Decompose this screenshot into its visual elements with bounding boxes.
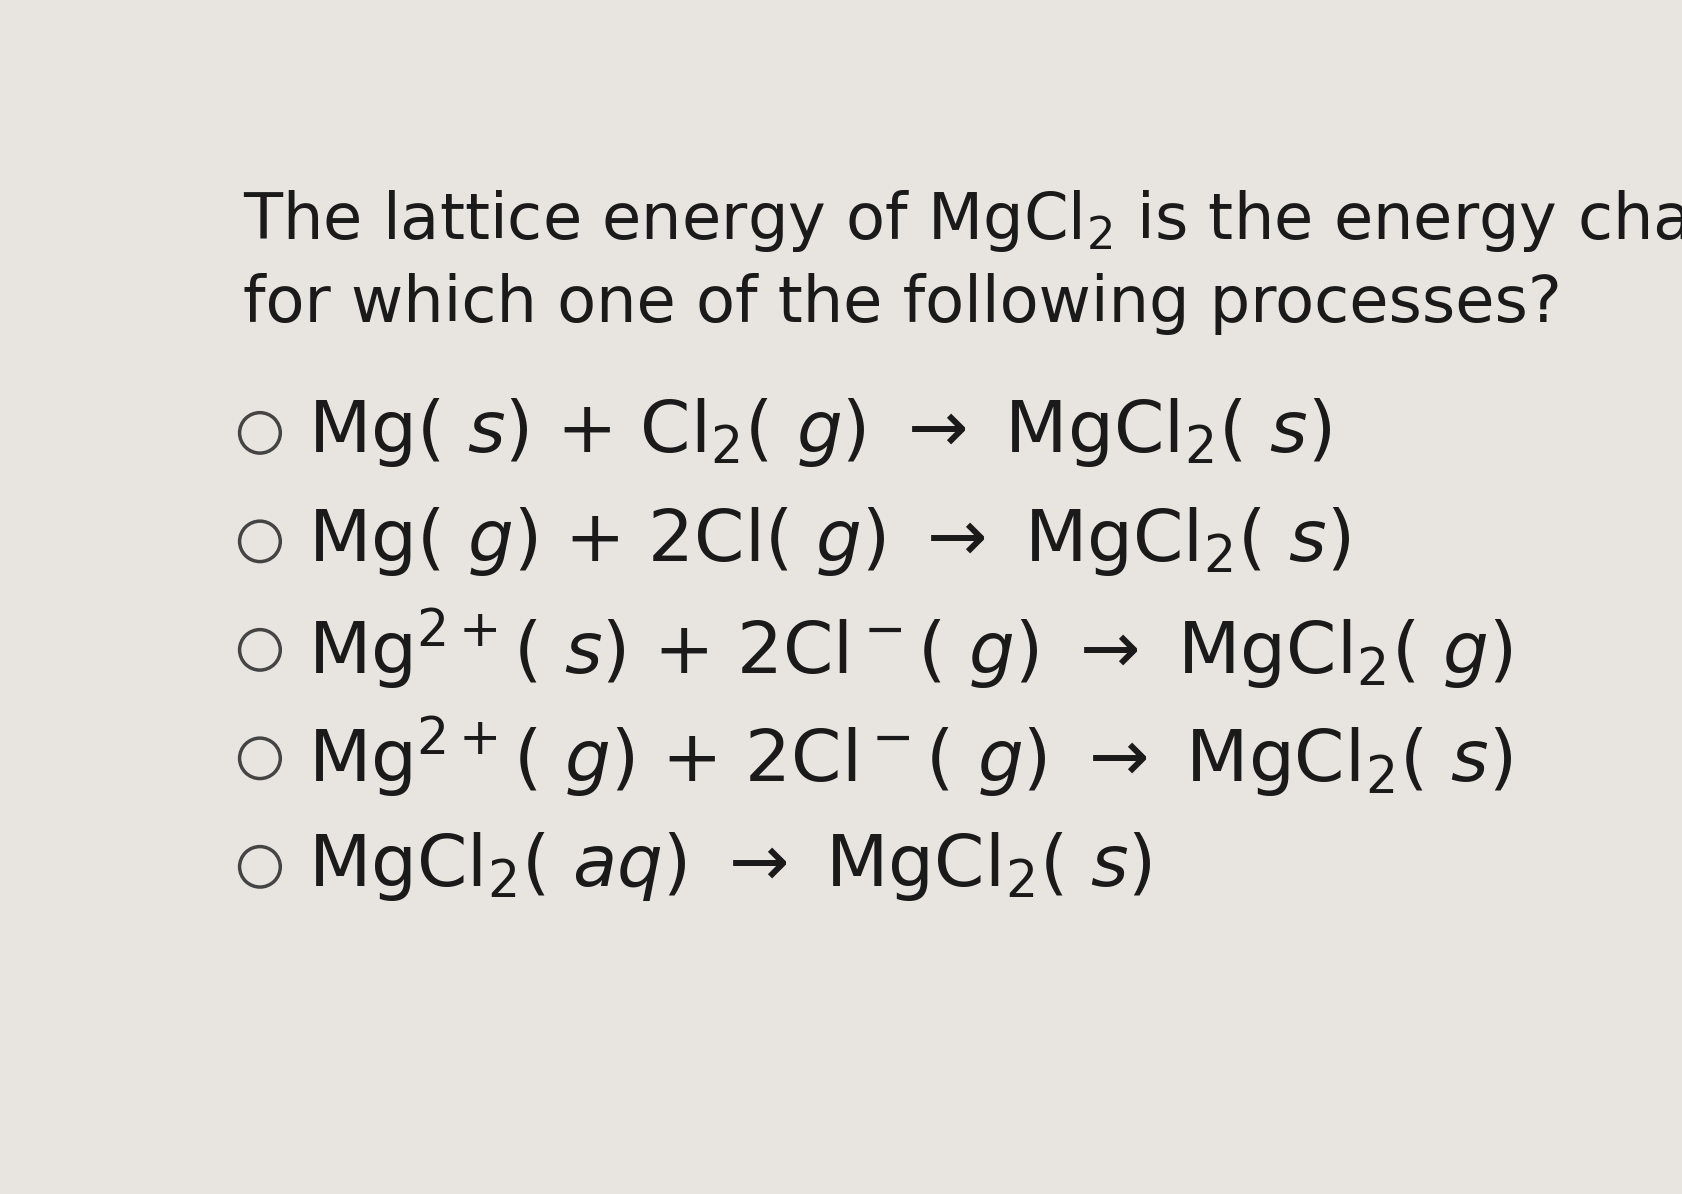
Text: Mg( $s$) + Cl$_2$( $g$) $\rightarrow$ MgCl$_2$( $s$): Mg( $s$) + Cl$_2$( $g$) $\rightarrow$ Mg… (308, 396, 1330, 469)
Text: Mg$^{2+}$( $s$) + 2Cl$^-$( $g$) $\rightarrow$ MgCl$_2$( $g$): Mg$^{2+}$( $s$) + 2Cl$^-$( $g$) $\righta… (308, 607, 1512, 693)
Text: for which one of the following processes?: for which one of the following processes… (242, 273, 1561, 336)
Text: Mg$^{2+}$( $g$) + 2Cl$^-$( $g$) $\rightarrow$ MgCl$_2$( $s$): Mg$^{2+}$( $g$) + 2Cl$^-$( $g$) $\righta… (308, 715, 1512, 801)
Text: The lattice energy of MgCl$_2$ is the energy change: The lattice energy of MgCl$_2$ is the en… (242, 189, 1682, 254)
Text: MgCl$_2$( $aq$) $\rightarrow$ MgCl$_2$( $s$): MgCl$_2$( $aq$) $\rightarrow$ MgCl$_2$( … (308, 830, 1152, 904)
Text: Mg( $g$) + 2Cl( $g$) $\rightarrow$ MgCl$_2$( $s$): Mg( $g$) + 2Cl( $g$) $\rightarrow$ MgCl$… (308, 505, 1351, 578)
